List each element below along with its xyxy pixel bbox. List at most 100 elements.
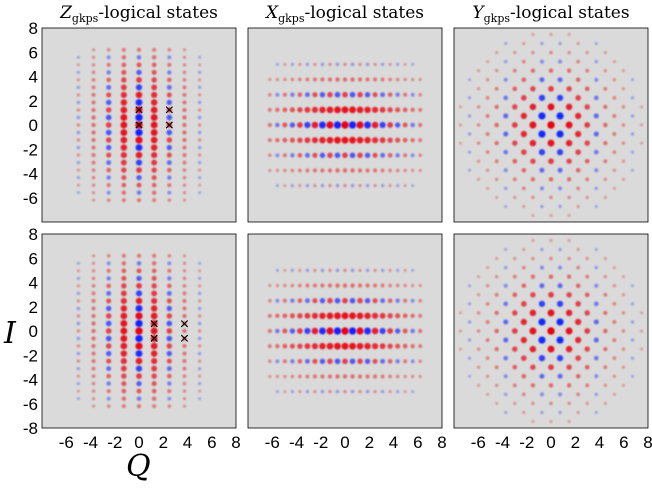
positive-spot bbox=[311, 137, 319, 144]
positive-spot bbox=[326, 312, 334, 320]
positive-spot bbox=[267, 138, 272, 143]
positive-spot bbox=[575, 318, 582, 326]
positive-spot bbox=[512, 292, 518, 298]
positive-spot bbox=[311, 343, 319, 350]
positive-spot bbox=[151, 69, 157, 75]
positive-spot bbox=[312, 92, 318, 98]
positive-spot bbox=[182, 122, 187, 128]
positive-spot bbox=[380, 77, 385, 82]
positive-spot bbox=[106, 373, 112, 379]
positive-spot bbox=[402, 137, 408, 143]
column-title: Ygkps-logical states bbox=[472, 3, 629, 25]
negative-spot bbox=[106, 84, 112, 90]
positive-spot bbox=[373, 168, 378, 173]
positive-spot bbox=[485, 132, 490, 137]
negative-spot bbox=[335, 183, 340, 188]
positive-spot bbox=[91, 153, 96, 158]
positive-spot bbox=[282, 328, 288, 334]
positive-spot bbox=[395, 137, 401, 143]
positive-spot bbox=[334, 342, 341, 350]
positive-spot bbox=[326, 106, 334, 114]
positive-spot bbox=[320, 77, 325, 82]
negative-spot bbox=[350, 62, 355, 67]
positive-spot bbox=[640, 311, 644, 315]
positive-spot bbox=[603, 257, 607, 261]
x-tick-label: -6 bbox=[471, 433, 486, 452]
positive-spot bbox=[106, 92, 112, 98]
positive-spot bbox=[105, 107, 112, 113]
positive-spot bbox=[267, 107, 272, 112]
y-tick-label: 2 bbox=[29, 298, 38, 317]
positive-spot bbox=[612, 392, 616, 396]
negative-spot bbox=[166, 305, 172, 312]
positive-spot bbox=[121, 275, 127, 281]
positive-spot bbox=[364, 106, 371, 114]
positive-spot bbox=[357, 358, 363, 365]
positive-spot bbox=[403, 77, 407, 82]
positive-spot bbox=[91, 276, 96, 281]
negative-spot bbox=[396, 184, 400, 188]
positive-spot bbox=[356, 136, 364, 144]
positive-spot bbox=[567, 50, 571, 55]
panel-0-0 bbox=[41, 27, 237, 223]
negative-spot bbox=[349, 152, 356, 159]
panel-frame bbox=[453, 27, 649, 223]
negative-spot bbox=[558, 410, 562, 415]
negative-spot bbox=[320, 62, 325, 67]
positive-spot bbox=[182, 115, 187, 120]
positive-spot bbox=[458, 347, 462, 351]
positive-spot bbox=[357, 297, 363, 304]
negative-spot bbox=[106, 190, 111, 195]
negative-spot bbox=[135, 144, 143, 152]
positive-spot bbox=[388, 268, 392, 272]
negative-spot bbox=[503, 77, 508, 82]
negative-spot bbox=[380, 298, 386, 304]
wigner-spots bbox=[76, 253, 202, 409]
negative-spot bbox=[76, 145, 81, 150]
negative-spot bbox=[349, 297, 356, 304]
positive-spot bbox=[182, 254, 187, 258]
positive-spot bbox=[576, 265, 581, 270]
positive-spot bbox=[520, 336, 527, 344]
negative-spot bbox=[135, 319, 143, 328]
positive-spot bbox=[182, 276, 187, 281]
positive-spot bbox=[267, 122, 272, 128]
positive-spot bbox=[121, 47, 126, 52]
positive-spot bbox=[166, 92, 172, 98]
positive-spot bbox=[150, 121, 158, 129]
negative-spot bbox=[630, 96, 635, 100]
positive-spot bbox=[91, 298, 96, 303]
positive-spot bbox=[402, 343, 408, 349]
positive-spot bbox=[182, 160, 187, 165]
negative-spot bbox=[76, 397, 80, 401]
negative-spot bbox=[467, 338, 472, 342]
positive-spot bbox=[521, 59, 526, 64]
negative-spot bbox=[290, 390, 294, 394]
negative-spot bbox=[197, 100, 202, 105]
positive-spot bbox=[150, 327, 158, 335]
x-tick-label: 4 bbox=[389, 433, 398, 452]
negative-spot bbox=[630, 338, 635, 342]
positive-spot bbox=[166, 373, 172, 379]
positive-spot bbox=[621, 293, 626, 297]
positive-spot bbox=[341, 121, 349, 129]
negative-spot bbox=[76, 382, 80, 386]
positive-spot bbox=[311, 106, 319, 113]
negative-spot bbox=[135, 365, 143, 372]
positive-spot bbox=[358, 268, 362, 273]
negative-spot bbox=[538, 112, 546, 120]
positive-spot bbox=[167, 253, 172, 258]
positive-spot bbox=[402, 313, 408, 319]
title-symbol: Y bbox=[472, 3, 485, 23]
positive-spot bbox=[121, 175, 127, 181]
positive-spot bbox=[357, 77, 363, 82]
positive-spot bbox=[304, 312, 311, 319]
positive-spot bbox=[640, 329, 644, 333]
positive-spot bbox=[298, 62, 302, 66]
x-tick-label: -2 bbox=[313, 433, 328, 452]
negative-spot bbox=[467, 150, 472, 154]
positive-spot bbox=[418, 374, 422, 379]
negative-spot bbox=[290, 359, 295, 364]
positive-spot bbox=[120, 312, 128, 320]
positive-spot bbox=[403, 283, 407, 288]
